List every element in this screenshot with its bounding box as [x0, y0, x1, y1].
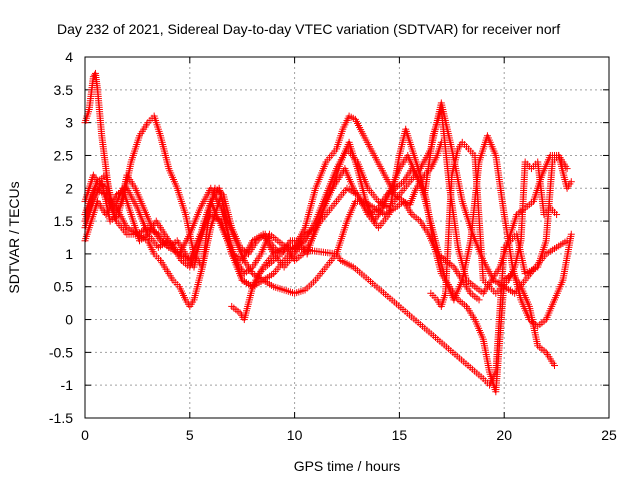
y-tick-label: 2	[65, 180, 73, 196]
y-tick-label: -0.5	[49, 344, 73, 360]
y-tick-label: -1	[61, 377, 74, 393]
x-axis-label: GPS time / hours	[294, 458, 401, 474]
y-tick-label: 3	[65, 115, 73, 131]
x-tick-label: 25	[601, 427, 617, 443]
y-tick-label: 0.5	[54, 279, 74, 295]
y-axis-label: SDTVAR / TECUs	[6, 181, 22, 293]
y-tick-label: -1.5	[49, 410, 73, 426]
y-tick-label: 1	[65, 246, 73, 262]
y-tick-label: 1.5	[54, 213, 74, 229]
data-point	[563, 237, 571, 245]
x-tick-label: 5	[186, 427, 194, 443]
y-tick-label: 3.5	[54, 82, 74, 98]
data-point	[475, 296, 483, 304]
x-tick-label: 0	[81, 427, 89, 443]
data-point	[567, 178, 575, 186]
x-tick-label: 10	[287, 427, 303, 443]
data-point	[567, 230, 575, 238]
tick-labels: 0 5 10 15 20 25 -1.5 -1 -0.5 0 0.5 1 1.5 2 2.5 3 3.5 4	[49, 49, 617, 443]
plot-area-border	[84, 56, 610, 419]
y-tick-label: 0	[65, 312, 73, 328]
y-tick-label: 4	[65, 49, 73, 65]
series-track-g	[228, 151, 574, 389]
data-point	[551, 361, 559, 369]
x-tick-label: 15	[392, 427, 408, 443]
data-points	[81, 69, 575, 396]
y-tick-label: 2.5	[54, 147, 74, 163]
x-tick-label: 20	[496, 427, 512, 443]
data-point	[553, 211, 561, 219]
chart-title: Day 232 of 2021, Sidereal Day-to-day VTE…	[57, 21, 560, 37]
series-track-h	[427, 138, 559, 310]
